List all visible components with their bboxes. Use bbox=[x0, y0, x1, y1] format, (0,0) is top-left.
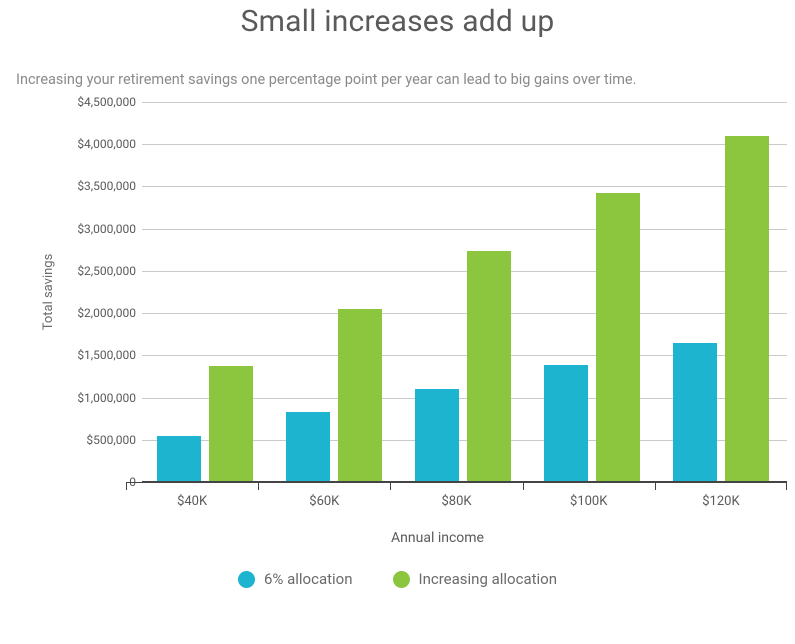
x-tick-label: $100K bbox=[523, 494, 655, 509]
y-tick-label: $4,500,000 bbox=[77, 95, 136, 109]
bars-area bbox=[142, 102, 787, 482]
legend: 6% allocation Increasing allocation bbox=[0, 570, 795, 588]
x-tick-groups: $40K$60K$80K$100K$120K bbox=[126, 482, 787, 522]
y-tick-label: $500,000 bbox=[86, 433, 136, 447]
bar-6pct bbox=[544, 365, 588, 482]
x-tick-label: $40K bbox=[126, 494, 258, 509]
bar-group bbox=[529, 102, 658, 482]
legend-label: Increasing allocation bbox=[419, 570, 558, 588]
bar-increasing bbox=[467, 251, 511, 482]
bar-increasing bbox=[338, 309, 382, 482]
bar-increasing bbox=[209, 366, 253, 482]
x-tick-group: $80K bbox=[390, 482, 522, 522]
y-tick-label: $3,500,000 bbox=[77, 179, 136, 193]
bar-group bbox=[142, 102, 271, 482]
chart-title: Small increases add up bbox=[0, 4, 795, 39]
bar-group bbox=[658, 102, 787, 482]
x-tick-label: $80K bbox=[390, 494, 522, 509]
y-tick-label: $2,000,000 bbox=[77, 306, 136, 320]
legend-item-increasing: Increasing allocation bbox=[393, 570, 558, 588]
y-axis-label: Total savings bbox=[41, 254, 56, 331]
bar-6pct bbox=[286, 412, 330, 482]
x-tick-label: $60K bbox=[258, 494, 390, 509]
x-tick-group: $40K bbox=[126, 482, 258, 522]
x-axis-label: Annual income bbox=[80, 530, 795, 546]
x-axis: $40K$60K$80K$100K$120K bbox=[126, 482, 787, 522]
y-tick-label: $4,000,000 bbox=[77, 137, 136, 151]
bar-6pct bbox=[415, 389, 459, 482]
bar-group bbox=[400, 102, 529, 482]
x-tick-group: $100K bbox=[523, 482, 655, 522]
x-tick-label: $120K bbox=[655, 494, 787, 509]
bar-6pct bbox=[673, 343, 717, 482]
legend-dot-icon bbox=[393, 571, 410, 588]
legend-item-6pct: 6% allocation bbox=[238, 570, 353, 588]
x-tick-group: $60K bbox=[258, 482, 390, 522]
y-tick-label: $1,500,000 bbox=[77, 348, 136, 362]
legend-label: 6% allocation bbox=[264, 570, 353, 588]
y-tick-label: $3,000,000 bbox=[77, 222, 136, 236]
plot-area: 0$500,000$1,000,000$1,500,000$2,000,000$… bbox=[62, 102, 787, 482]
chart-subtitle: Increasing your retirement savings one p… bbox=[16, 71, 795, 88]
y-tick-label: $2,500,000 bbox=[77, 264, 136, 278]
x-tick-group: $120K bbox=[655, 482, 787, 522]
y-tick-area: 0$500,000$1,000,000$1,500,000$2,000,000$… bbox=[62, 102, 142, 482]
bar-group bbox=[271, 102, 400, 482]
legend-dot-icon bbox=[238, 571, 255, 588]
y-tick-label: $1,000,000 bbox=[77, 391, 136, 405]
bar-6pct bbox=[157, 436, 201, 482]
bar-increasing bbox=[596, 193, 640, 482]
bar-increasing bbox=[725, 136, 769, 482]
chart-container: Total savings 0$500,000$1,000,000$1,500,… bbox=[16, 102, 787, 482]
